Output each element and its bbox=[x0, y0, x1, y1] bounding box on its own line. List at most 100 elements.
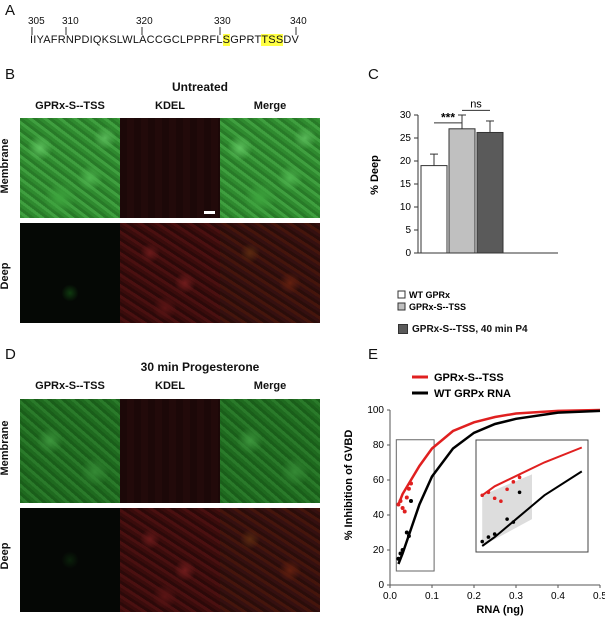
panel-b-title: Untreated bbox=[171, 80, 228, 94]
zoom-region bbox=[395, 439, 435, 572]
seq-middle: GPRT bbox=[230, 34, 262, 46]
micrograph-membrane-merge bbox=[220, 399, 320, 503]
y-tick-label: 100 bbox=[367, 405, 384, 416]
row-label-membrane: Membrane bbox=[0, 420, 11, 476]
bar bbox=[448, 128, 476, 254]
legend-item: GPRx-S--TSS, 40 min P4 bbox=[398, 324, 528, 335]
col-header-gprx: GPRx-S--TSS bbox=[35, 100, 105, 112]
y-tick-label: 15 bbox=[400, 179, 412, 190]
x-tick-label: 0.2 bbox=[467, 591, 481, 602]
data-point bbox=[404, 530, 409, 535]
data-point bbox=[402, 509, 407, 514]
micrograph-membrane-gprx bbox=[20, 118, 120, 218]
col-header-kdel: KDEL bbox=[155, 380, 185, 392]
micrograph-deep-merge bbox=[220, 508, 320, 612]
panel-label-b: B bbox=[5, 66, 16, 83]
scale-bar bbox=[204, 211, 215, 214]
micrograph-membrane-kdel bbox=[120, 399, 220, 503]
ns-label: ns bbox=[470, 99, 482, 111]
micrograph-deep-gprx bbox=[20, 508, 120, 612]
y-tick-label: 0 bbox=[378, 580, 384, 591]
col-header-merge: Merge bbox=[253, 380, 287, 392]
inset-data-point bbox=[480, 493, 485, 498]
micrograph-membrane-merge bbox=[220, 118, 320, 218]
inset-series-line bbox=[481, 446, 583, 497]
legend-label: WT GRPx RNA bbox=[434, 388, 511, 400]
x-tick-label: 0.3 bbox=[509, 591, 523, 602]
inset-series-line bbox=[481, 470, 583, 547]
legend-label: WT GPRx bbox=[409, 290, 450, 300]
inset-data-point bbox=[486, 535, 491, 539]
micrograph-deep-kdel bbox=[120, 223, 220, 323]
inset-data-point bbox=[505, 517, 509, 521]
micrograph-membrane-gprx bbox=[20, 399, 120, 503]
legend-label: GPRx-S--TSS, 40 min P4 bbox=[412, 324, 528, 335]
inset-data-point bbox=[517, 490, 522, 495]
seq-highlight-s: S bbox=[222, 34, 231, 46]
legend-label: GPRx-S--TSS bbox=[434, 372, 504, 384]
x-tick-label: 0.5 bbox=[593, 591, 605, 602]
dose-chart-ylabel: % Inhibition of GVBD bbox=[343, 430, 355, 541]
y-tick-label: 5 bbox=[405, 225, 411, 236]
data-point bbox=[398, 499, 403, 503]
x-tick-label: 0.0 bbox=[383, 591, 397, 602]
inset-data-point bbox=[505, 487, 509, 492]
seq-tick-marks bbox=[31, 27, 297, 35]
col-header-kdel: KDEL bbox=[155, 100, 185, 112]
y-tick-label: 80 bbox=[373, 440, 385, 451]
series-line bbox=[397, 408, 601, 505]
panel-label-e: E bbox=[368, 346, 379, 363]
y-tick-label: 30 bbox=[400, 110, 412, 121]
dose-chart-xlabel: RNA (ng) bbox=[476, 604, 524, 616]
row-label-membrane: Membrane bbox=[0, 138, 11, 194]
panel-label-a: A bbox=[5, 2, 16, 19]
data-point bbox=[404, 495, 409, 500]
panel-label-d: D bbox=[5, 346, 16, 363]
row-label-deep: Deep bbox=[0, 542, 11, 570]
data-point bbox=[400, 506, 405, 510]
seq-tick: 305 bbox=[28, 16, 45, 27]
legend-label: GPRx-S--TSS bbox=[409, 302, 466, 312]
x-tick-label: 0.1 bbox=[425, 591, 439, 602]
inset-data-point bbox=[480, 539, 485, 544]
bar bbox=[476, 131, 504, 254]
y-tick-label: 20 bbox=[373, 545, 385, 556]
micrograph-membrane-kdel bbox=[120, 118, 220, 218]
data-point bbox=[406, 486, 411, 491]
row-label-deep: Deep bbox=[0, 262, 11, 290]
legend-swatch-wt bbox=[397, 290, 406, 299]
sig-label: *** bbox=[441, 110, 455, 124]
y-tick-label: 60 bbox=[373, 475, 385, 486]
legend-swatch-p4 bbox=[398, 324, 408, 335]
inset-data-point bbox=[499, 499, 503, 504]
y-tick-label: 20 bbox=[400, 156, 412, 167]
y-tick-label: 25 bbox=[400, 133, 412, 144]
seq-tick: 330 bbox=[214, 16, 231, 27]
bar-chart-ylabel: % Deep bbox=[369, 155, 381, 195]
micrograph-deep-kdel bbox=[120, 508, 220, 612]
micrograph-deep-gprx bbox=[20, 223, 120, 323]
inset-data-point bbox=[486, 490, 491, 495]
seq-prefix: IIYAFRNPDIQKSLWLACCGCLPPRFL bbox=[30, 34, 223, 46]
col-header-merge: Merge bbox=[253, 100, 287, 112]
y-tick-label: 10 bbox=[400, 202, 412, 213]
seq-tick: 340 bbox=[290, 16, 307, 27]
inset-data-point bbox=[511, 480, 516, 484]
x-tick-label: 0.4 bbox=[551, 591, 565, 602]
inset-data-point bbox=[511, 520, 516, 524]
seq-tick: 320 bbox=[136, 16, 153, 27]
data-point bbox=[396, 556, 401, 561]
panel-label-c: C bbox=[368, 66, 379, 83]
data-point bbox=[396, 502, 401, 507]
micrograph-deep-merge bbox=[220, 223, 320, 323]
data-point bbox=[409, 499, 413, 503]
inset-data-point bbox=[492, 532, 497, 536]
dose-chart: % Inhibition of GVBD RNA (ng) 0 20 40 60 80 1… bbox=[343, 372, 605, 616]
bar bbox=[420, 165, 448, 254]
inset-data-point bbox=[492, 496, 497, 501]
y-tick-label: 0 bbox=[405, 248, 411, 259]
data-point bbox=[406, 534, 411, 538]
data-point bbox=[409, 481, 413, 486]
seq-highlight-tss: TSS bbox=[261, 34, 284, 46]
bar-chart: % Deep 0 5 10 15 20 25 30 *** ns WT GPRx GPRx-S… bbox=[369, 99, 558, 312]
